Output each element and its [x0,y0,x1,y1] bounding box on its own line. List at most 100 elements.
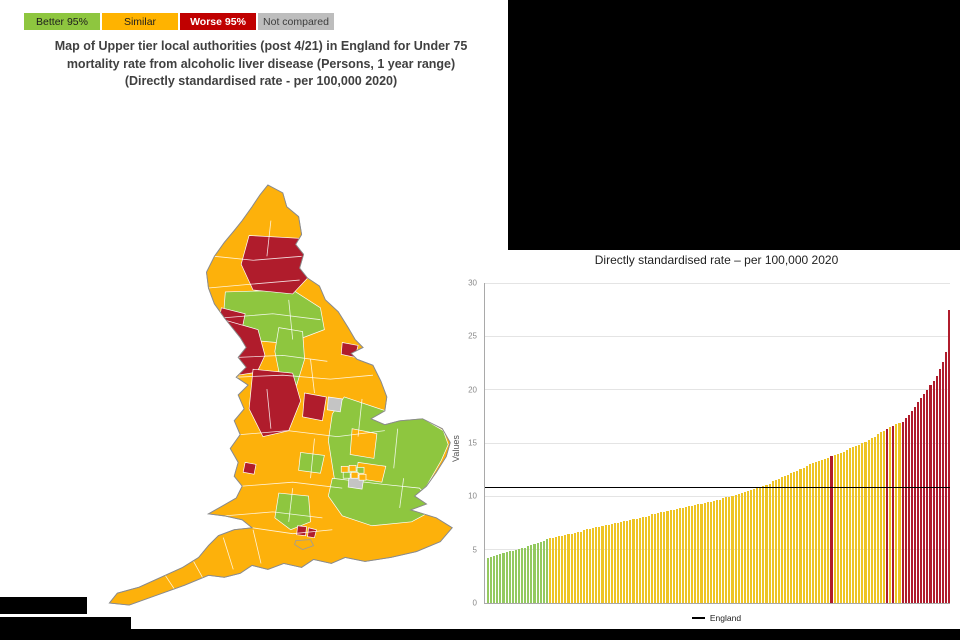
bar-0[interactable] [487,558,490,603]
bar-114[interactable] [839,452,842,603]
bar-110[interactable] [827,457,830,603]
bar-108[interactable] [821,460,824,603]
map-region-worse-bristol[interactable] [242,461,257,475]
bar-13[interactable] [527,546,530,603]
bar-115[interactable] [842,451,845,603]
bar-140[interactable] [920,398,923,603]
bar-97[interactable] [787,475,790,603]
bar-10[interactable] [517,548,521,603]
bar-39[interactable] [607,525,610,603]
bar-127[interactable] [879,432,882,603]
bar-5[interactable] [502,552,505,603]
bar-149[interactable] [947,309,951,603]
map-region-worse-south-coast-2[interactable] [307,527,317,539]
bar-107[interactable] [818,461,821,603]
bar-119[interactable] [855,446,858,603]
bar-71[interactable] [706,501,709,603]
bar-4[interactable] [499,553,502,603]
bar-28[interactable] [573,532,576,603]
bar-55[interactable] [657,513,660,603]
bar-23[interactable] [558,535,561,603]
map-region-better-somerset[interactable] [133,492,177,527]
bar-9[interactable] [514,549,517,603]
bar-22[interactable] [555,536,558,603]
bar-100[interactable] [796,470,799,603]
bar-1[interactable] [490,557,493,603]
bar-147[interactable] [941,361,944,603]
bar-45[interactable] [626,520,629,603]
bar-20[interactable] [548,537,551,603]
bar-120[interactable] [858,445,861,603]
bar-90[interactable] [765,484,768,603]
bar-47[interactable] [632,518,635,603]
bar-27[interactable] [570,533,573,603]
bar-21[interactable] [551,537,555,603]
bar-17[interactable] [539,542,542,603]
bar-105[interactable] [811,463,814,603]
bar-77[interactable] [725,497,728,603]
bar-62[interactable] [678,508,681,603]
bar-139[interactable] [917,402,920,603]
map-region-worse-east-midlands[interactable] [302,392,327,422]
bar-68[interactable] [697,503,700,603]
bar-63[interactable] [681,508,684,603]
bar-109[interactable] [824,459,827,603]
bar-26[interactable] [567,533,570,603]
bar-85[interactable] [749,489,753,603]
bar-93[interactable] [774,480,777,603]
bar-84[interactable] [746,491,749,603]
bar-122[interactable] [864,441,867,603]
bar-118[interactable] [852,447,855,603]
bar-144[interactable] [932,381,935,603]
bar-92[interactable] [771,481,774,603]
bar-124[interactable] [870,437,873,603]
bar-137[interactable] [910,411,913,603]
bar-138[interactable] [913,406,917,603]
bar-96[interactable] [784,476,787,603]
bar-89[interactable] [762,485,765,603]
bar-2[interactable] [493,556,496,603]
bar-135[interactable] [904,418,907,603]
bar-142[interactable] [926,389,929,603]
bar-53[interactable] [650,514,654,603]
bar-8[interactable] [511,550,514,603]
bar-60[interactable] [672,510,675,603]
bar-30[interactable] [579,531,582,603]
map-region-better-oxon[interactable] [298,452,325,474]
bar-123[interactable] [867,439,870,603]
bar-111[interactable] [830,455,833,603]
bar-59[interactable] [669,510,672,603]
bar-94[interactable] [777,479,780,603]
bar-121[interactable] [861,443,864,603]
bar-67[interactable] [694,504,697,603]
bar-81[interactable] [737,494,740,603]
bar-132[interactable] [895,423,898,603]
bar-99[interactable] [793,471,796,603]
map-region-london-cluster[interactable] [340,464,367,481]
bar-57[interactable] [663,512,666,603]
map-region-isle-of-wight[interactable] [294,539,315,550]
bar-70[interactable] [703,502,706,603]
bar-141[interactable] [923,393,926,603]
bar-37[interactable] [601,526,604,603]
map-region-better-south-east[interactable] [327,477,438,527]
england-choropleth-map[interactable] [52,181,466,609]
map-region-not-compared-1[interactable] [326,396,343,413]
bar-131[interactable] [892,425,895,603]
bar-6[interactable] [505,551,508,603]
bar-128[interactable] [883,431,886,603]
bar-61[interactable] [675,509,678,603]
bar-91[interactable] [768,483,771,603]
bar-104[interactable] [808,464,811,603]
map-region-worse-north-east[interactable] [240,235,308,295]
map-region-worse-hull[interactable] [340,342,359,358]
bar-12[interactable] [524,547,527,603]
bar-25[interactable] [564,534,567,603]
bar-50[interactable] [641,516,644,603]
map-region-worse-south-coast-1[interactable] [296,525,307,537]
bar-52[interactable] [647,515,650,603]
bar-54[interactable] [654,514,657,603]
bar-49[interactable] [638,517,641,603]
bar-3[interactable] [496,555,499,603]
bar-106[interactable] [814,462,818,603]
